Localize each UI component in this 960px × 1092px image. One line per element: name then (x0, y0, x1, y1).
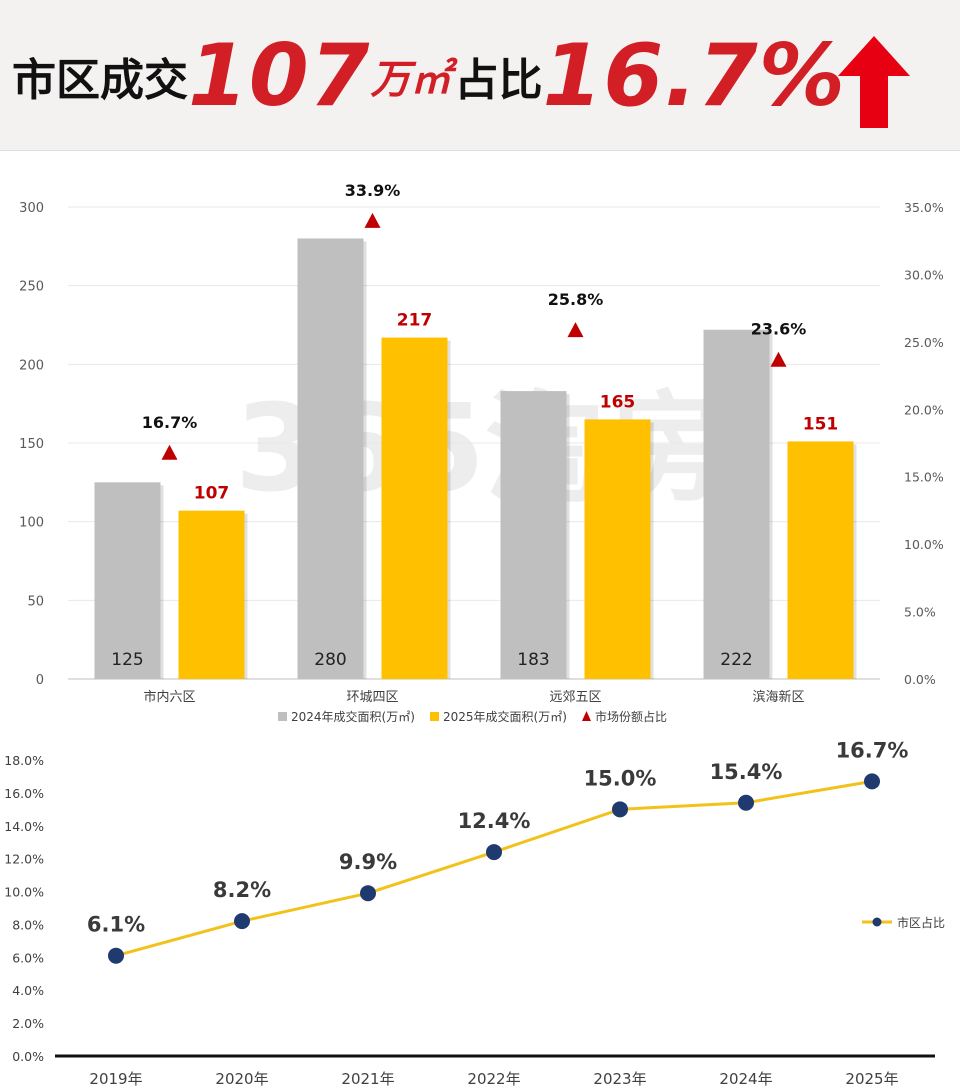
headline-area-value: 107 (188, 26, 371, 126)
up-arrow-icon (838, 36, 910, 128)
legend-marker-share (582, 711, 591, 721)
y-right-tick-label: 15.0% (904, 470, 944, 485)
district-bar-chart: 365淘房0501001502002503000.0%5.0%10.0%15.0… (19, 181, 944, 724)
y-tick-label: 2.0% (12, 1016, 44, 1031)
share-marker-2 (364, 212, 381, 228)
bar-2024-2 (297, 238, 364, 679)
share-point-4 (486, 844, 502, 861)
point-value-label: 15.4% (710, 760, 783, 784)
y-right-tick-label: 20.0% (904, 402, 944, 417)
legend-label-2025: 2025年成交面积(万㎡) (443, 709, 567, 724)
headline-area-unit: 万㎡ (370, 56, 451, 103)
bar-2024-value-label: 280 (314, 650, 346, 670)
share-line (115, 779, 873, 958)
y-right-tick-label: 10.0% (904, 537, 944, 552)
x-category-label: 2021年 (341, 1070, 394, 1088)
y-tick-label: 0.0% (12, 1049, 44, 1064)
bar-2024-4 (703, 329, 770, 679)
share-point-3 (360, 885, 376, 902)
y-right-tick-label: 5.0% (904, 605, 936, 620)
point-value-label: 9.9% (339, 850, 397, 874)
bar-2025-2 (381, 337, 448, 679)
bar-2025-4 (787, 441, 854, 679)
legend-label-2024: 2024年成交面积(万㎡) (291, 709, 415, 724)
y-tick-label: 10.0% (4, 885, 44, 900)
point-value-label: 8.2% (213, 878, 271, 902)
share-point-1 (108, 947, 124, 964)
y-right-tick-label: 0.0% (904, 672, 936, 687)
y-tick-label: 12.0% (4, 852, 44, 867)
point-value-label: 6.1% (87, 913, 145, 937)
x-category-label: 2025年 (845, 1070, 898, 1088)
share-point-5 (612, 801, 628, 818)
legend-label: 市区占比 (897, 915, 945, 930)
legend-marker (872, 917, 882, 927)
x-category-label: 2019年 (89, 1070, 142, 1088)
x-category-label: 环城四区 (346, 690, 398, 705)
y-left-tick-label: 200 (19, 358, 44, 373)
y-left-tick-label: 150 (19, 437, 44, 452)
bar-2024-1 (94, 482, 161, 679)
share-point-2 (234, 913, 250, 930)
bar-2025-value-label: 151 (803, 414, 839, 434)
bar-2024-value-label: 125 (111, 650, 143, 670)
legend-swatch-2024 (278, 712, 287, 721)
share-value-label: 16.7% (142, 413, 198, 432)
y-tick-label: 16.0% (4, 786, 44, 801)
y-left-tick-label: 50 (27, 594, 44, 609)
point-value-label: 15.0% (584, 766, 657, 790)
x-category-label: 2023年 (593, 1070, 646, 1088)
y-tick-label: 4.0% (12, 983, 44, 998)
legend-label-share: 市场份额占比 (595, 709, 667, 724)
bar-2025-1 (178, 510, 245, 679)
point-value-label: 16.7% (836, 738, 909, 762)
bar-2025-value-label: 107 (194, 484, 230, 504)
y-tick-label: 6.0% (12, 950, 44, 965)
share-value-label: 33.9% (345, 181, 401, 200)
bar-2025-value-label: 165 (600, 392, 636, 412)
x-category-label: 2022年 (467, 1070, 520, 1088)
headline-label-2: 占比 (454, 55, 543, 106)
headline-label-1: 市区成交 (12, 55, 188, 106)
bar-2025-value-label: 217 (397, 311, 433, 331)
bar-2024-3 (500, 391, 567, 679)
y-tick-label: 14.0% (4, 819, 44, 834)
y-left-tick-label: 250 (19, 280, 44, 295)
share-value-label: 23.6% (751, 320, 807, 339)
y-right-tick-label: 25.0% (904, 335, 944, 350)
legend-swatch-2025 (430, 712, 439, 721)
share-value-label: 25.8% (548, 290, 604, 309)
x-category-label: 2024年 (719, 1070, 772, 1088)
y-left-tick-label: 100 (19, 516, 44, 531)
header-banner: 市区成交 107 万㎡ 占比 16.7% (0, 0, 960, 151)
headline-share-value: 16.7% (542, 26, 846, 126)
point-value-label: 12.4% (458, 809, 531, 833)
share-marker-3 (567, 322, 584, 338)
bar-2024-value-label: 222 (720, 650, 752, 670)
bar-2024-value-label: 183 (517, 650, 549, 670)
x-category-label: 远郊五区 (549, 689, 601, 705)
y-tick-label: 8.0% (12, 917, 44, 932)
y-right-tick-label: 35.0% (904, 200, 944, 215)
y-left-tick-label: 0 (36, 673, 44, 688)
y-right-tick-label: 30.0% (904, 267, 944, 282)
x-category-label: 市内六区 (143, 689, 195, 705)
city-share-line-chart: 0.0% 2.0% 4.0% 6.0% 8.0% 10.0% 12.0% 14.0% 16.0%… (4, 738, 945, 1088)
share-marker-1 (161, 444, 178, 460)
headline: 市区成交 107 万㎡ 占比 16.7% (12, 16, 846, 136)
x-category-label: 2020年 (215, 1070, 268, 1088)
bar-2025-3 (584, 419, 651, 679)
y-tick-label: 18.0% (4, 753, 44, 768)
share-point-7 (864, 773, 880, 790)
x-category-label: 滨海新区 (752, 689, 804, 705)
share-point-6 (738, 794, 754, 811)
share-marker-4 (770, 351, 787, 367)
y-left-tick-label: 300 (19, 201, 44, 216)
